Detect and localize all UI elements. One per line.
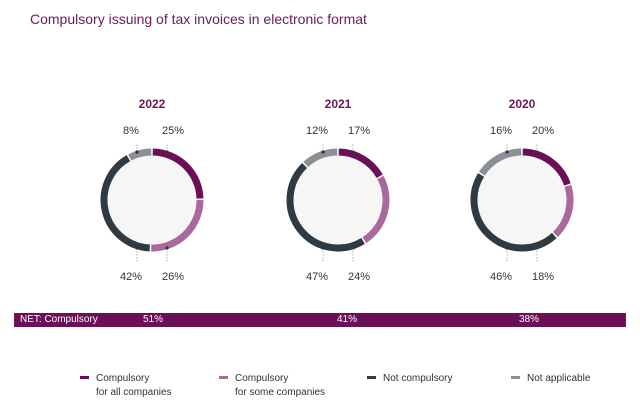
donut-slice bbox=[478, 148, 522, 176]
leader-dot bbox=[135, 150, 139, 154]
slice-label: 17% bbox=[348, 125, 370, 137]
slice-label: 16% bbox=[490, 125, 512, 137]
donut-slice bbox=[152, 148, 204, 199]
leader-dot bbox=[535, 150, 539, 154]
donut-center bbox=[477, 155, 567, 245]
slice-label: 42% bbox=[120, 271, 142, 283]
donut-slice bbox=[303, 148, 338, 168]
leader-dot bbox=[505, 150, 509, 154]
leader-dot bbox=[505, 246, 509, 250]
legend-label: Compulsory for all companies bbox=[96, 373, 172, 398]
donut-slice bbox=[338, 148, 383, 179]
leader-dot bbox=[321, 246, 325, 250]
slice-label: 20% bbox=[532, 125, 554, 137]
slice-label: 24% bbox=[348, 271, 370, 283]
donut-slice bbox=[286, 163, 365, 252]
donut-charts: 2022 25% 26% 42% 8% 2021 17% 24% 47% 12% 2020 20% 18… bbox=[100, 97, 574, 283]
slice-label: 18% bbox=[532, 271, 554, 283]
donut-center bbox=[293, 155, 383, 245]
slice-label: 12% bbox=[306, 125, 328, 137]
year-title: 2022 bbox=[139, 97, 166, 111]
donut-center bbox=[107, 155, 197, 245]
donut-slice bbox=[128, 148, 152, 161]
donut-slice bbox=[522, 148, 571, 186]
slice-label: 8% bbox=[123, 125, 139, 137]
legend-swatch bbox=[367, 376, 376, 379]
slice-label: 46% bbox=[490, 271, 512, 283]
leader-dot bbox=[135, 246, 139, 250]
leader-dot bbox=[321, 150, 325, 154]
donut-slice bbox=[362, 175, 390, 244]
net-value-2020: 38% bbox=[519, 314, 540, 325]
leader-dot bbox=[165, 150, 169, 154]
net-value-2022: 51% bbox=[143, 314, 164, 325]
legend-label: Not compulsory bbox=[383, 373, 453, 384]
leader-dot bbox=[165, 246, 169, 250]
legend-swatch bbox=[80, 376, 89, 379]
legend-label: Not applicable bbox=[527, 373, 591, 384]
net-compulsory-bar: NET: Compulsory 51% 41% 38% bbox=[14, 313, 626, 327]
legend-swatch bbox=[219, 376, 228, 379]
donut-slice bbox=[151, 199, 204, 252]
leader-dot bbox=[351, 150, 355, 154]
chart-title: Compulsory issuing of tax invoices in el… bbox=[30, 11, 367, 27]
donut-slice bbox=[552, 184, 574, 237]
legend-label: Compulsory for some companies bbox=[235, 373, 326, 398]
slice-label: 25% bbox=[162, 125, 184, 137]
donut-slice bbox=[470, 173, 557, 252]
donut-slice bbox=[100, 155, 150, 252]
net-label: NET: Compulsory bbox=[20, 314, 98, 325]
year-title: 2020 bbox=[509, 97, 536, 111]
slice-label: 26% bbox=[162, 271, 184, 283]
net-value-2021: 41% bbox=[337, 314, 358, 325]
slice-label: 47% bbox=[306, 271, 328, 283]
legend-swatch bbox=[511, 376, 520, 379]
year-title: 2021 bbox=[325, 97, 352, 111]
